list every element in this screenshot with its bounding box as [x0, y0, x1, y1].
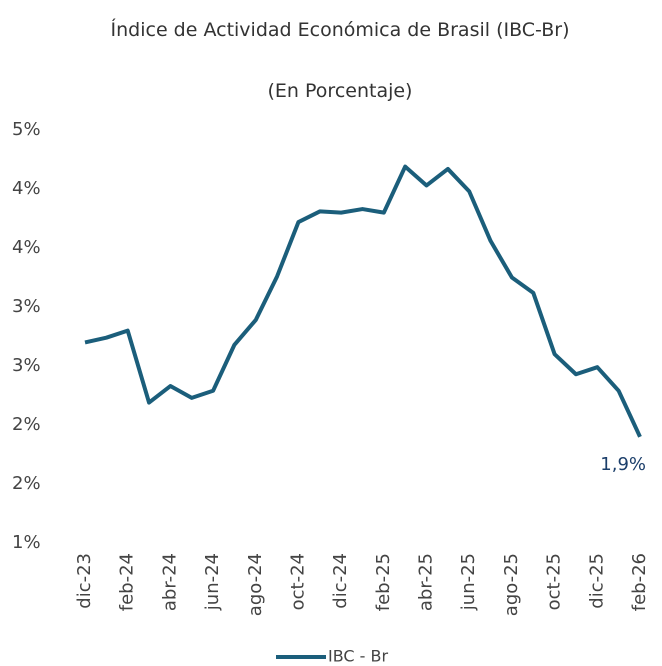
chart-title: Índice de Actividad Económica de Brasil … [110, 19, 570, 41]
x-tick-label: oct-25 [544, 553, 565, 610]
y-tick-label: 2% [12, 473, 41, 494]
x-tick-label: oct-24 [287, 553, 308, 610]
chart-subtitle: (En Porcentaje) [267, 80, 413, 102]
y-tick-label: 2% [12, 414, 41, 435]
legend-label: IBC - Br [328, 647, 389, 666]
y-tick-label: 3% [12, 355, 41, 376]
y-tick-label: 4% [12, 178, 41, 199]
x-tick-label: ago-24 [245, 553, 266, 616]
x-tick-label: feb-24 [117, 553, 138, 611]
x-tick-label: abr-24 [159, 553, 180, 611]
y-tick-label: 1% [12, 532, 41, 553]
y-tick-label: 4% [12, 237, 41, 258]
x-tick-label: ago-25 [501, 553, 522, 616]
x-tick-label: feb-26 [629, 553, 650, 611]
y-tick-label: 5% [12, 119, 41, 140]
x-tick-label: abr-25 [416, 553, 437, 611]
x-tick-label: dic-25 [586, 553, 607, 609]
series-line [84, 164, 642, 438]
y-tick-label: 3% [12, 296, 41, 317]
x-tick-label: jun-24 [202, 553, 223, 611]
data-label: 1,9% [600, 454, 646, 475]
x-tick-label: dic-24 [330, 553, 351, 609]
x-tick-label: jun-25 [458, 553, 479, 611]
x-tick-label: dic-23 [74, 553, 95, 609]
x-tick-label: feb-25 [373, 553, 394, 611]
